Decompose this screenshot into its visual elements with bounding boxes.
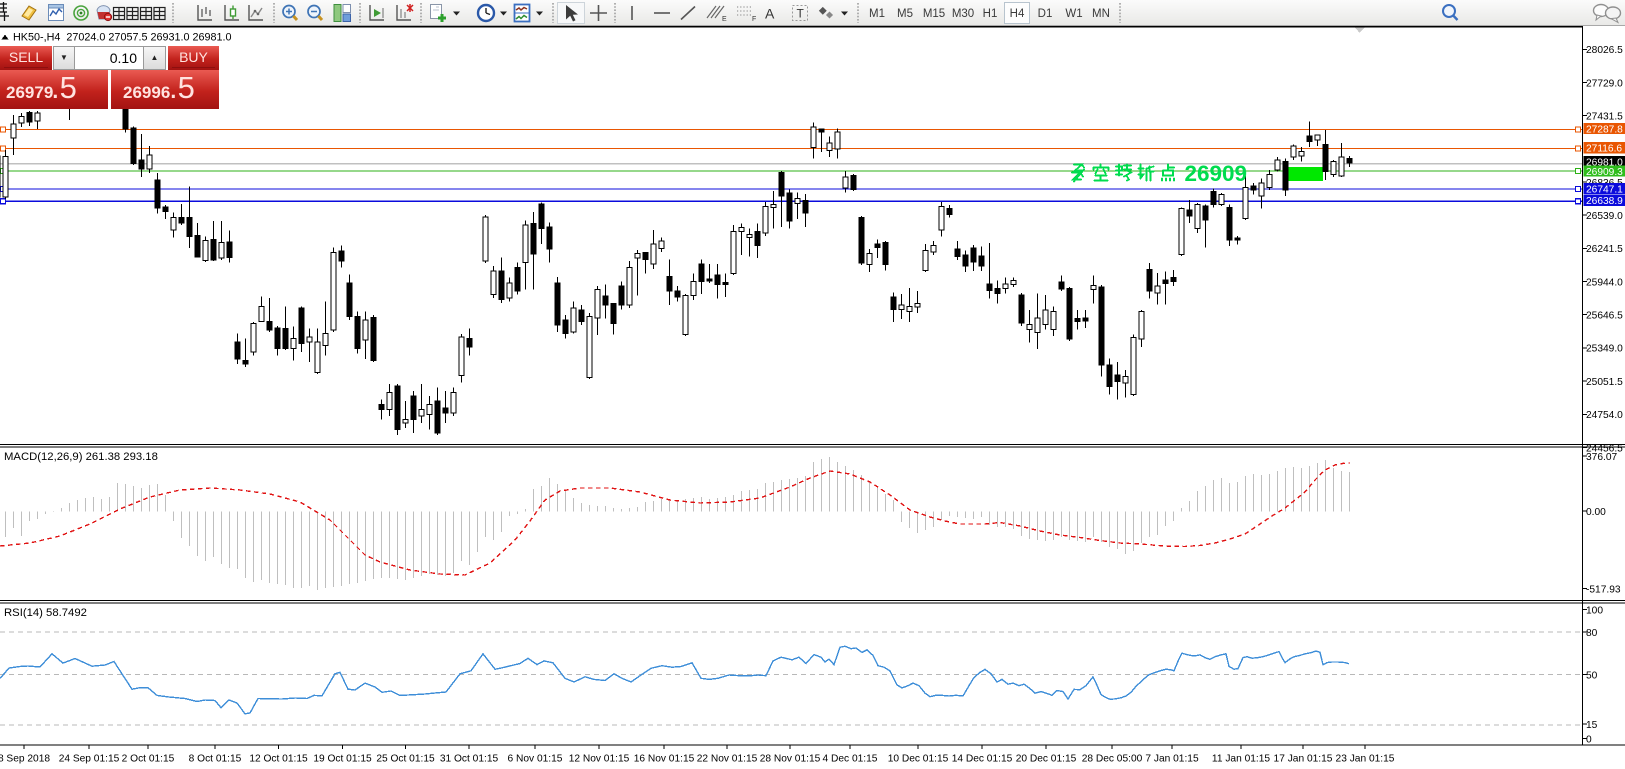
svg-text:HK50-,H4 27024.0 27057.5 2693: HK50-,H4 27024.0 27057.5 26931.0 26981.0	[13, 32, 232, 44]
svg-text:27729.0: 27729.0	[1586, 78, 1623, 89]
svg-text:T: T	[797, 7, 805, 21]
svg-text:M30: M30	[952, 8, 974, 20]
svg-text:8 Oct 01:15: 8 Oct 01:15	[189, 754, 242, 765]
svg-text:31 Oct 01:15: 31 Oct 01:15	[440, 754, 499, 765]
svg-text:M15: M15	[923, 8, 945, 20]
svg-text:M1: M1	[869, 8, 885, 20]
svg-text:F: F	[752, 16, 756, 23]
svg-text:H4: H4	[1010, 8, 1025, 20]
svg-text:H1: H1	[983, 8, 998, 20]
svg-text:MN: MN	[1092, 8, 1110, 20]
svg-text:19 Oct 01:15: 19 Oct 01:15	[313, 754, 372, 765]
svg-text:23 Jan 01:15: 23 Jan 01:15	[1336, 754, 1395, 765]
svg-text:26981.0: 26981.0	[1586, 158, 1623, 169]
svg-text:28026.5: 28026.5	[1586, 45, 1623, 56]
svg-text:MACD(12,26,9) 261.38 293.18: MACD(12,26,9) 261.38 293.18	[4, 451, 158, 463]
svg-text:M5: M5	[897, 8, 913, 20]
svg-text:D1: D1	[1038, 8, 1053, 20]
svg-text:22 Nov 01:15: 22 Nov 01:15	[697, 754, 758, 765]
svg-text:14 Dec 01:15: 14 Dec 01:15	[952, 754, 1013, 765]
svg-text:7 Jan 01:15: 7 Jan 01:15	[1145, 754, 1199, 765]
svg-text:25 Oct 01:15: 25 Oct 01:15	[376, 754, 435, 765]
svg-text:26747.1: 26747.1	[1586, 185, 1623, 196]
svg-text:50: 50	[1586, 670, 1598, 681]
svg-text:17 Jan 01:15: 17 Jan 01:15	[1274, 754, 1333, 765]
svg-text:28 Nov 01:15: 28 Nov 01:15	[760, 754, 821, 765]
svg-text:25051.5: 25051.5	[1586, 377, 1623, 388]
svg-text:0.00: 0.00	[1586, 507, 1606, 518]
svg-text:26638.9: 26638.9	[1586, 196, 1623, 207]
svg-text:26909: 26909	[1185, 161, 1248, 186]
svg-text:100: 100	[1586, 605, 1603, 616]
svg-text:26909.3: 26909.3	[1586, 167, 1623, 178]
svg-text:RSI(14) 58.7492: RSI(14) 58.7492	[4, 607, 87, 619]
svg-text:27287.8: 27287.8	[1586, 125, 1623, 136]
svg-text:-517.93: -517.93	[1586, 584, 1621, 595]
svg-text:A: A	[765, 6, 775, 22]
svg-text:24 Sep 01:15: 24 Sep 01:15	[59, 754, 120, 765]
svg-text:10 Dec 01:15: 10 Dec 01:15	[888, 754, 949, 765]
svg-text:16 Nov 01:15: 16 Nov 01:15	[634, 754, 695, 765]
svg-text:25349.0: 25349.0	[1586, 344, 1623, 355]
svg-text:12 Nov 01:15: 12 Nov 01:15	[569, 754, 630, 765]
svg-text:W1: W1	[1065, 8, 1082, 20]
svg-text:4 Dec 01:15: 4 Dec 01:15	[823, 754, 878, 765]
svg-text:15: 15	[1586, 720, 1598, 731]
svg-text:26539.0: 26539.0	[1586, 211, 1623, 222]
svg-text:25944.0: 25944.0	[1586, 277, 1623, 288]
svg-text:20 Dec 01:15: 20 Dec 01:15	[1016, 754, 1077, 765]
svg-text:24754.0: 24754.0	[1586, 410, 1623, 421]
svg-text:25646.5: 25646.5	[1586, 311, 1623, 322]
svg-text:24456.5: 24456.5	[1586, 443, 1623, 454]
svg-text:6 Nov 01:15: 6 Nov 01:15	[508, 754, 563, 765]
svg-text:8 Sep 2018: 8 Sep 2018	[0, 754, 50, 765]
svg-text:376.07: 376.07	[1586, 452, 1617, 463]
svg-text:80: 80	[1586, 628, 1598, 639]
svg-text:27116.6: 27116.6	[1586, 144, 1622, 155]
svg-text:28 Dec 05:00: 28 Dec 05:00	[1082, 754, 1143, 765]
svg-text:12 Oct 01:15: 12 Oct 01:15	[249, 754, 308, 765]
svg-text:E: E	[722, 16, 727, 23]
svg-text:2 Oct 01:15: 2 Oct 01:15	[122, 754, 175, 765]
svg-text:11 Jan 01:15: 11 Jan 01:15	[1212, 754, 1270, 765]
svg-text:0: 0	[1586, 734, 1592, 745]
svg-text:26241.5: 26241.5	[1586, 244, 1623, 255]
svg-text:27431.5: 27431.5	[1586, 112, 1623, 123]
